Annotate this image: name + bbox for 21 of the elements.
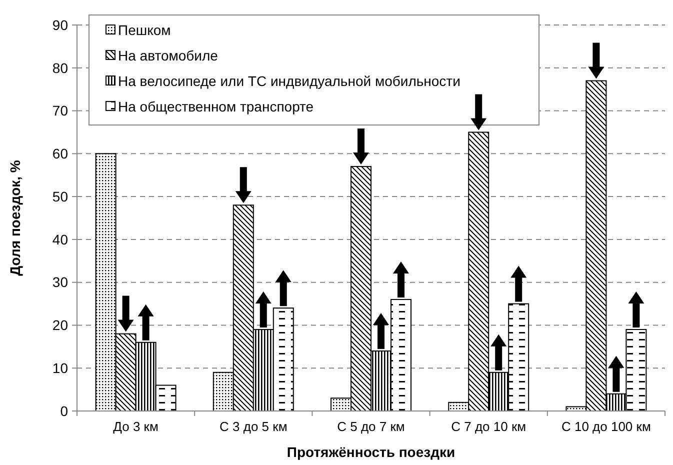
x-axis-title: Протяжённость поездки [286,444,456,460]
legend-label: На общественном транспорте [118,98,314,114]
x-tick-label: С 10 до 100 км [561,419,651,434]
y-tick-label: 90 [52,16,68,33]
legend-label: На автомобиле [118,47,218,64]
y-tick-label: 20 [52,317,68,334]
y-tick-label: 30 [52,274,68,290]
y-tick-label: 70 [52,102,68,119]
legend-label: На велосипеде или ТС индвидуальной мобильности [118,72,460,89]
y-tick-label: 0 [60,402,68,419]
y-tick-label: 60 [52,146,68,162]
x-tick-label: С 3 до 5 км [220,419,288,434]
y-tick-label: 50 [52,188,68,204]
legend-label: Пешком [118,22,171,38]
x-tick-label: С 5 до 7 км [337,419,405,434]
x-tick-label: До 3 км [113,419,158,434]
y-axis-title: Доля поездок, % [7,160,23,276]
x-tick-label: С 7 до 10 км [451,419,526,434]
y-tick-label: 40 [52,231,68,248]
y-tick-label: 10 [52,360,68,376]
y-tick-label: 80 [52,60,68,76]
